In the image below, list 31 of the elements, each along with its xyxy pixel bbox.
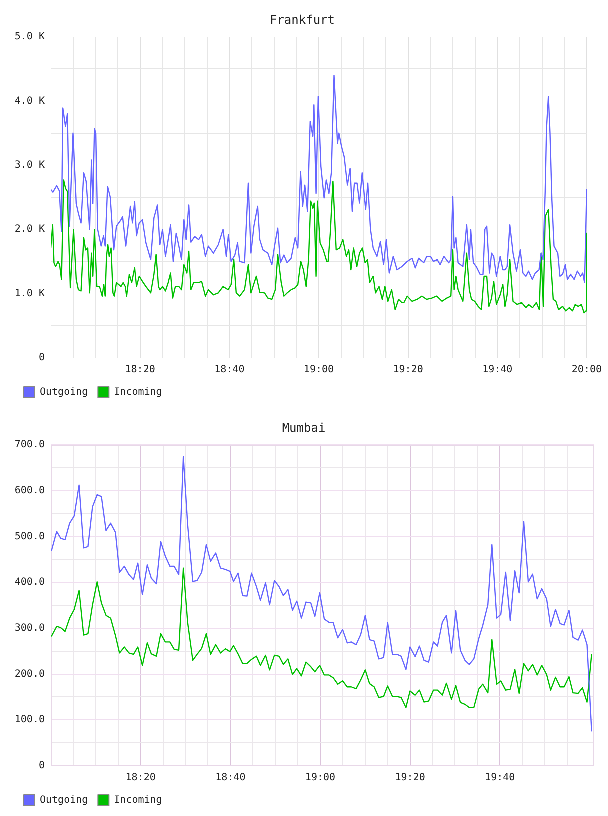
legend-label: Outgoing bbox=[40, 387, 88, 398]
x-tick-label: 19:00 bbox=[305, 772, 336, 784]
legend-label: Outgoing bbox=[40, 795, 88, 806]
x-tick-label: 18:40 bbox=[216, 772, 246, 784]
x-tick-label: 19:00 bbox=[304, 364, 334, 376]
y-tick-label: 200.0 bbox=[14, 668, 45, 680]
x-tick-label: 18:20 bbox=[126, 772, 156, 784]
y-tick-label: 0 bbox=[38, 760, 45, 772]
y-tick-label: 300.0 bbox=[14, 623, 45, 634]
x-tick-label: 19:20 bbox=[393, 364, 424, 376]
y-tick-label: 400.0 bbox=[14, 577, 45, 588]
y-tick-label: 0 bbox=[38, 352, 45, 364]
chart-title: Mumbai bbox=[282, 421, 326, 436]
x-tick-label: 19:40 bbox=[485, 772, 516, 784]
x-tick-label: 20:00 bbox=[572, 364, 602, 376]
y-tick-label: 4.0 K bbox=[14, 96, 45, 107]
x-tick-label: 19:20 bbox=[395, 772, 426, 784]
legend-label: Incoming bbox=[114, 387, 162, 398]
chart-title: Frankfurt bbox=[270, 13, 336, 28]
y-tick-label: 1.0 K bbox=[14, 288, 45, 300]
y-tick-label: 600.0 bbox=[14, 485, 45, 496]
x-tick-label: 19:40 bbox=[482, 364, 513, 376]
y-tick-label: 100.0 bbox=[14, 714, 45, 726]
x-tick-label: 18:40 bbox=[214, 364, 245, 376]
y-tick-label: 500.0 bbox=[14, 531, 45, 542]
y-tick-label: 2.0 K bbox=[14, 224, 45, 236]
y-tick-label: 5.0 K bbox=[14, 32, 45, 43]
y-tick-label: 700.0 bbox=[14, 440, 45, 451]
legend-label: Incoming bbox=[114, 795, 162, 806]
y-tick-label: 3.0 K bbox=[14, 160, 45, 171]
x-tick-label: 18:20 bbox=[125, 364, 156, 376]
